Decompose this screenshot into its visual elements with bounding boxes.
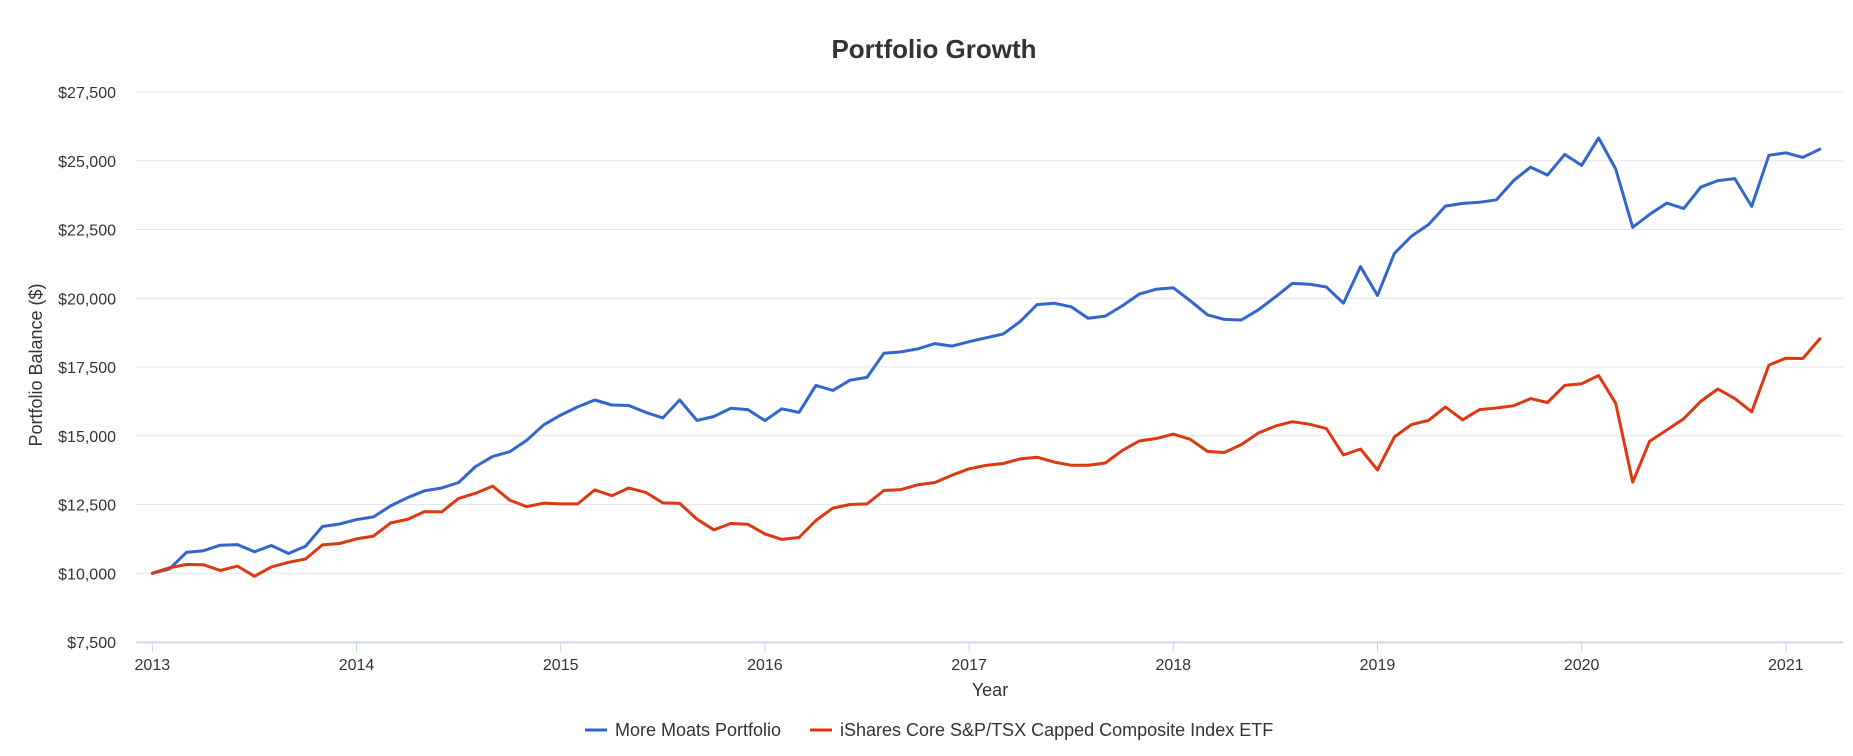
y-tick-label: $20,000 (58, 291, 116, 308)
series-lines (150, 136, 1822, 578)
x-tick-label: 2017 (951, 657, 987, 674)
y-tick-label: $22,500 (58, 223, 116, 240)
x-tick-label: 2013 (135, 657, 171, 674)
y-tick-label: $7,500 (67, 635, 116, 652)
legend-label-0[interactable]: More Moats Portfolio (615, 720, 781, 740)
x-axis: 2013 2014 2015 2016 2017 2018 2019 2020 2021 (135, 641, 1843, 674)
y-tick-label: $25,000 (58, 154, 116, 171)
y-tick-label: $12,500 (58, 498, 116, 515)
x-tick-label: 2021 (1768, 657, 1804, 674)
x-tick-label: 2020 (1564, 657, 1600, 674)
y-axis-title: Portfolio Balance ($) (26, 283, 46, 446)
x-axis-title: Year (972, 680, 1008, 700)
y-tick-label: $17,500 (58, 360, 116, 377)
y-tick-label: $15,000 (58, 429, 116, 446)
x-tick-label: 2016 (747, 657, 783, 674)
y-tick-label: $27,500 (58, 85, 116, 102)
x-tick-label: 2015 (543, 657, 579, 674)
x-tick-label: 2014 (339, 657, 375, 674)
series-line-1 (150, 337, 1822, 578)
legend: More Moats Portfolio iShares Core S&P/TSX… (585, 720, 1273, 740)
y-axis-tick-labels: $7,500 $10,000 $12,500 $15,000 $17,500 $20,00… (58, 85, 116, 652)
legend-label-1[interactable]: iShares Core S&P/TSX Capped Composite In… (840, 720, 1273, 740)
x-tick-label: 2018 (1155, 657, 1191, 674)
y-tick-label: $10,000 (58, 566, 116, 583)
chart-title: Portfolio Growth (831, 34, 1036, 64)
x-tick-label: 2019 (1360, 657, 1396, 674)
series-line-0 (150, 136, 1822, 575)
